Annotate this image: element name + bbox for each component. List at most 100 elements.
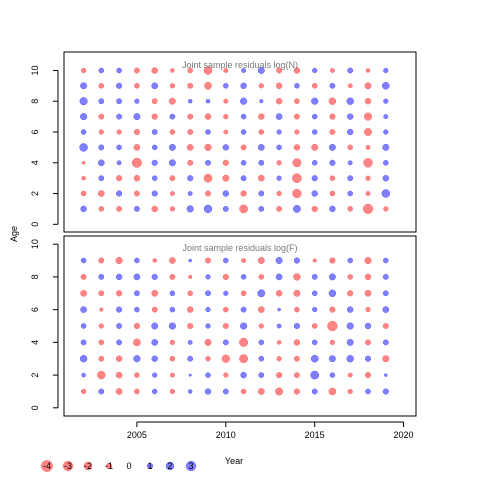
residual-bubble — [240, 129, 247, 135]
residual-bubble — [347, 83, 353, 89]
residual-bubble — [239, 354, 249, 364]
residual-bubble — [169, 206, 175, 212]
residual-bubble — [205, 98, 211, 104]
residual-bubble — [115, 273, 123, 281]
residual-bubble — [365, 191, 371, 196]
residual-bubble — [188, 274, 193, 279]
residual-bubble — [382, 388, 389, 395]
residual-bubble — [311, 339, 318, 346]
residual-bubble — [169, 175, 176, 182]
legend-bubble — [165, 461, 175, 471]
residual-bubble — [329, 306, 336, 313]
residual-bubble — [205, 290, 211, 297]
legend-label: 1 — [147, 461, 152, 471]
residual-bubble — [223, 290, 229, 296]
residual-bubble — [151, 129, 158, 135]
residual-bubble — [257, 174, 265, 182]
residual-bubble — [169, 257, 176, 264]
residual-bubble — [257, 388, 265, 395]
residual-bubble — [151, 322, 159, 330]
residual-bubble — [151, 205, 158, 213]
residual-bubble — [293, 273, 301, 281]
residual-bubble — [133, 175, 141, 182]
residual-bubble — [329, 190, 336, 197]
residual-bubble — [133, 67, 140, 74]
residual-bubble — [116, 205, 123, 212]
residual-bubble — [365, 68, 371, 73]
residual-bubble — [187, 129, 194, 135]
residual-bubble — [293, 388, 300, 395]
residual-bubble — [382, 143, 390, 151]
residual-bubble — [222, 205, 229, 212]
residual-bubble — [382, 175, 389, 182]
residual-bubble — [98, 290, 105, 297]
legend-label: 3 — [188, 461, 193, 471]
residual-bubble — [258, 339, 265, 346]
residual-bubble — [223, 306, 229, 313]
residual-bubble — [116, 339, 123, 346]
residual-bubble — [205, 159, 211, 166]
residual-bubble — [151, 144, 158, 151]
residual-bubble — [223, 68, 229, 73]
residual-bubble — [79, 355, 88, 363]
residual-bubble — [98, 388, 105, 395]
y-tick-label: 10 — [30, 65, 40, 75]
y-tick-label: 10 — [30, 239, 40, 249]
residual-bubble — [276, 144, 282, 151]
residual-bubble — [133, 273, 141, 281]
residual-bubble — [98, 144, 105, 151]
legend-label: 0 — [126, 461, 131, 471]
residual-bubble — [97, 159, 105, 167]
residual-bubble — [151, 388, 158, 395]
residual-bubble — [240, 144, 247, 151]
residual-bubble — [347, 144, 353, 151]
residual-bubble — [293, 355, 300, 362]
residual-bubble — [205, 190, 211, 197]
residual-bubble — [80, 82, 88, 90]
residual-bubble — [133, 338, 141, 347]
residual-bubble — [347, 160, 353, 166]
x-axis: 2005 2010 2015 2020 — [127, 421, 414, 440]
residual-bubble — [240, 388, 247, 395]
residual-bubble — [222, 339, 229, 346]
residual-bubble — [151, 306, 158, 313]
residual-bubble — [98, 129, 104, 135]
residual-bubble — [187, 306, 194, 313]
residual-bubble — [240, 97, 248, 105]
residual-bubble — [310, 354, 319, 363]
residual-bubble — [97, 190, 105, 197]
residual-bubble — [293, 339, 301, 346]
residual-bubble — [169, 355, 176, 362]
residual-bubble — [203, 66, 213, 75]
residual-bubble — [382, 339, 389, 346]
residual-bubble — [98, 355, 105, 362]
residual-bubble — [187, 67, 193, 74]
residual-bubble — [311, 323, 318, 329]
legend-label: -2 — [84, 461, 92, 471]
residual-bubble — [80, 339, 87, 346]
residual-bubble — [204, 113, 212, 120]
residual-bubble — [222, 388, 229, 395]
residual-bubble — [328, 387, 337, 396]
residual-bubble — [329, 68, 335, 73]
residual-bubble — [347, 206, 353, 212]
residual-bubble — [240, 274, 247, 280]
residual-bubble — [188, 373, 192, 377]
residual-bubble — [203, 204, 213, 214]
residual-bubble — [187, 82, 194, 89]
residual-bubble — [115, 256, 123, 265]
residual-bubble — [205, 307, 211, 313]
residual-bubble — [311, 113, 318, 120]
residual-bubble — [98, 83, 105, 89]
residual-bubble — [116, 306, 123, 313]
y-tick-label: 2 — [30, 373, 40, 378]
legend-bubble — [41, 460, 53, 472]
residual-bubble — [188, 258, 192, 263]
plot-frame — [63, 235, 417, 417]
residual-bubble — [258, 323, 264, 329]
legend-bubble — [185, 460, 197, 472]
residual-bubble — [259, 99, 264, 104]
residual-bubble — [312, 258, 317, 263]
residual-bubble — [152, 372, 158, 378]
residual-bubble — [240, 290, 247, 297]
